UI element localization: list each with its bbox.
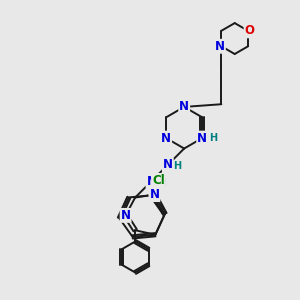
Text: N: N <box>197 132 207 145</box>
Text: O: O <box>244 24 255 37</box>
Text: N: N <box>215 40 225 53</box>
Text: N: N <box>149 188 160 201</box>
Text: N: N <box>179 100 189 113</box>
Text: N: N <box>163 158 173 171</box>
Text: Cl: Cl <box>152 174 165 187</box>
Text: H: H <box>209 133 217 143</box>
Text: N: N <box>146 175 157 188</box>
Text: N: N <box>121 209 130 222</box>
Text: N: N <box>161 132 171 145</box>
Text: H: H <box>173 161 181 171</box>
Text: H: H <box>157 178 165 188</box>
